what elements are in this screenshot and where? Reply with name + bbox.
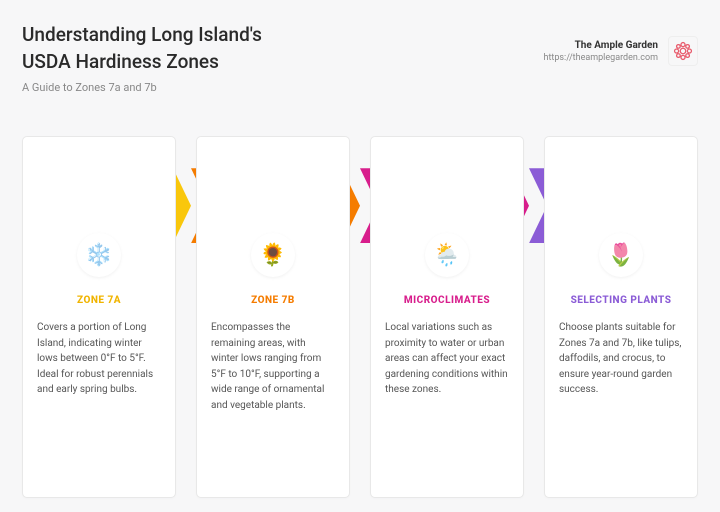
cards-section: 01 02 03 04 ❄️ ZONE 7A Covers a portion … [22, 136, 698, 498]
page-title: Understanding Long Island's USDA Hardine… [22, 22, 262, 75]
card-label-3: MICROCLIMATES [385, 295, 509, 306]
card-2: 🌻 ZONE 7B Encompasses the remaining area… [196, 136, 350, 498]
page-subtitle: A Guide to Zones 7a and 7b [22, 81, 262, 94]
brand-block: The Ample Garden https://theamplegarden.… [544, 36, 699, 66]
card-icon-4: 🌷 [599, 233, 643, 277]
card-label-1: ZONE 7A [37, 295, 161, 306]
tulip-icon: 🌷 [607, 243, 634, 268]
sunflower-icon: 🌻 [259, 243, 286, 268]
brand-name: The Ample Garden [544, 40, 659, 51]
card-icon-2: 🌻 [251, 233, 295, 277]
page-root: Understanding Long Island's USDA Hardine… [0, 0, 720, 498]
card-mask [24, 138, 174, 169]
card-mask [198, 138, 348, 169]
flower-icon [672, 40, 694, 62]
brand-logo [668, 36, 698, 66]
brand-url: https://theamplegarden.com [544, 53, 659, 63]
card-3: 🌦️ MICROCLIMATES Local variations such a… [370, 136, 524, 498]
card-icon-1: ❄️ [77, 233, 121, 277]
card-desc-3: Local variations such as proximity to wa… [385, 320, 509, 398]
title-block: Understanding Long Island's USDA Hardine… [22, 22, 262, 94]
card-mask [372, 138, 522, 169]
card-label-4: SELECTING PLANTS [559, 295, 683, 306]
card-desc-1: Covers a portion of Long Island, indicat… [37, 320, 161, 398]
card-desc-2: Encompasses the remaining areas, with wi… [211, 320, 335, 413]
card-label-2: ZONE 7B [211, 295, 335, 306]
title-line-2: USDA Hardiness Zones [22, 50, 219, 73]
card-1: ❄️ ZONE 7A Covers a portion of Long Isla… [22, 136, 176, 498]
title-line-1: Understanding Long Island's [22, 23, 262, 46]
card-desc-4: Choose plants suitable for Zones 7a and … [559, 320, 683, 398]
header: Understanding Long Island's USDA Hardine… [22, 22, 698, 94]
brand-text: The Ample Garden https://theamplegarden.… [544, 40, 659, 63]
card-mask [546, 138, 696, 169]
rain-icon: 🌦️ [433, 243, 460, 268]
snowflake-icon: ❄️ [85, 243, 112, 268]
card-icon-3: 🌦️ [425, 233, 469, 277]
card-4: 🌷 SELECTING PLANTS Choose plants suitabl… [544, 136, 698, 498]
cards-row: ❄️ ZONE 7A Covers a portion of Long Isla… [22, 136, 698, 498]
